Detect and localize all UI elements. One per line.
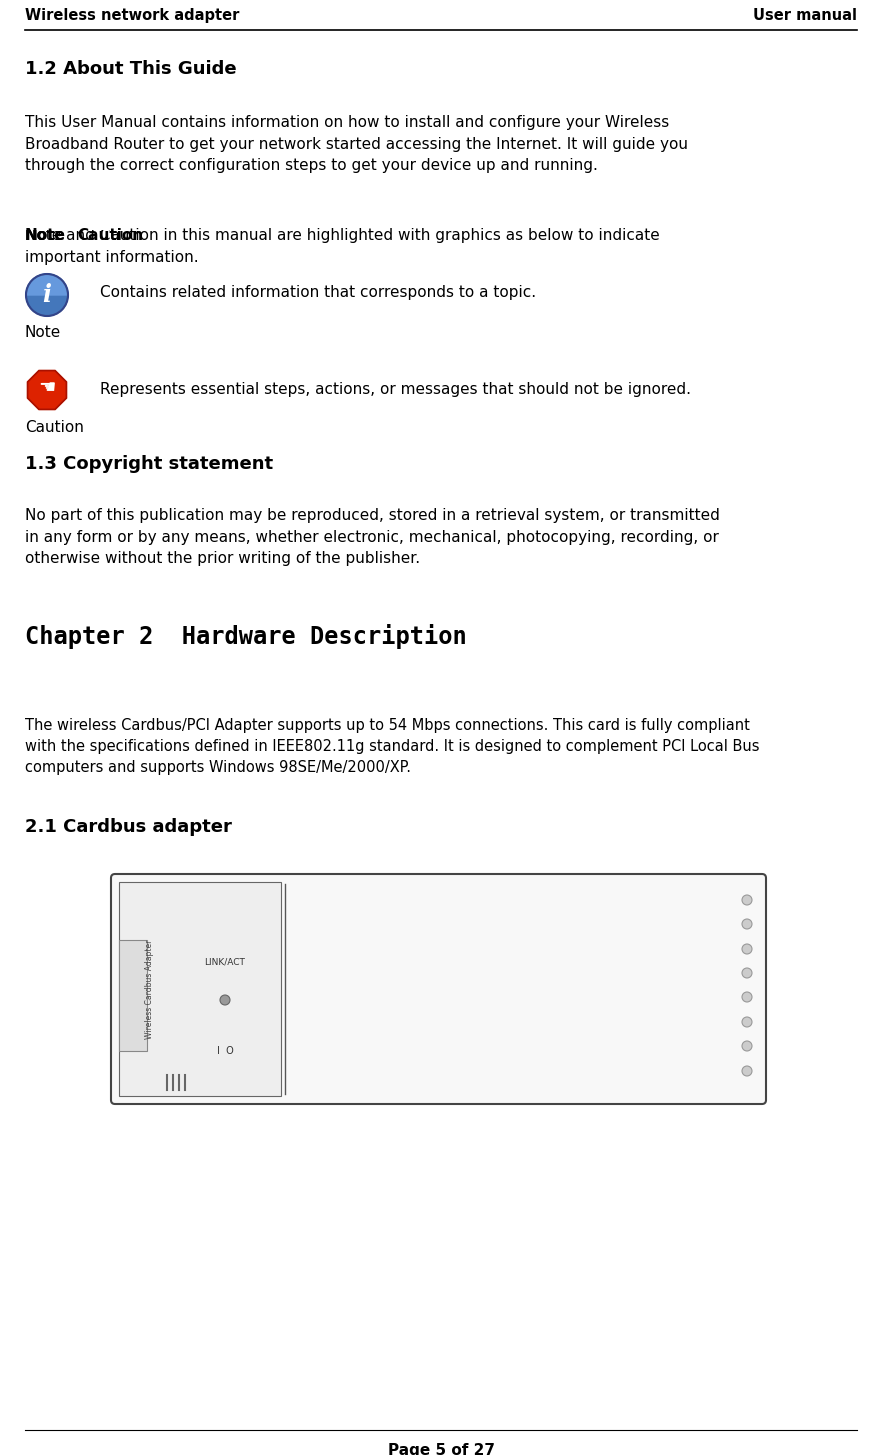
Text: Note: Note [25,324,61,340]
FancyBboxPatch shape [119,882,281,1096]
Circle shape [742,992,752,1002]
Circle shape [742,1040,752,1051]
FancyBboxPatch shape [111,874,766,1104]
Circle shape [742,920,752,928]
Text: 1.2 About This Guide: 1.2 About This Guide [25,60,236,79]
Text: This User Manual contains information on how to install and configure your Wirel: This User Manual contains information on… [25,115,688,173]
Text: No part of this publication may be reproduced, stored in a retrieval system, or : No part of this publication may be repro… [25,508,720,566]
Polygon shape [26,274,68,295]
Text: 1.3 Copyright statement: 1.3 Copyright statement [25,455,273,473]
Circle shape [742,1017,752,1027]
Circle shape [742,895,752,905]
Text: The wireless Cardbus/PCI Adapter supports up to 54 Mbps connections. This card i: The wireless Cardbus/PCI Adapter support… [25,717,759,776]
Text: Caution: Caution [77,228,143,243]
FancyBboxPatch shape [76,212,130,230]
Text: Wireless network adapter: Wireless network adapter [25,7,239,23]
Text: Note: Note [25,228,66,243]
Text: Represents essential steps, actions, or messages that should not be ignored.: Represents essential steps, actions, or … [100,383,691,397]
Circle shape [742,968,752,978]
FancyBboxPatch shape [119,940,147,1051]
Text: Contains related information that corresponds to a topic.: Contains related information that corres… [100,285,536,300]
Text: 2.1 Cardbus adapter: 2.1 Cardbus adapter [25,818,232,837]
Text: Note and Caution in this manual are highlighted with graphics as below to indica: Note and Caution in this manual are high… [25,228,660,265]
Text: Note: Note [25,228,66,243]
Text: User manual: User manual [753,7,857,23]
FancyBboxPatch shape [24,212,57,230]
Text: Page 5 of 27: Page 5 of 27 [387,1443,495,1455]
Circle shape [220,995,230,1005]
Text: Caution: Caution [25,420,84,435]
Text: ☚: ☚ [38,378,56,397]
Text: I  O: I O [217,1046,234,1056]
Circle shape [742,1067,752,1077]
Circle shape [742,944,752,954]
Polygon shape [27,371,66,409]
Text: i: i [42,284,51,307]
Text: LINK/ACT: LINK/ACT [205,957,245,966]
Text: Chapter 2  Hardware Description: Chapter 2 Hardware Description [25,624,467,649]
Text: Wireless Cardbus Adapter: Wireless Cardbus Adapter [146,940,154,1039]
Circle shape [26,274,68,316]
